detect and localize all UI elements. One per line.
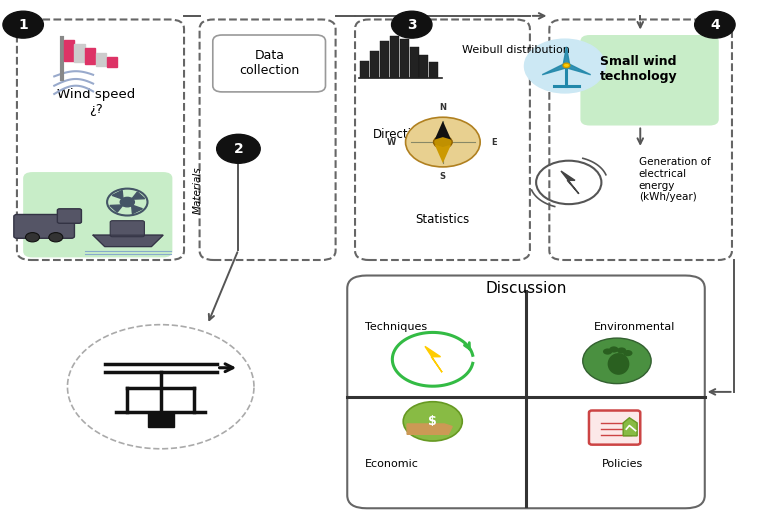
Text: N: N	[439, 103, 446, 112]
Circle shape	[603, 348, 612, 355]
Text: Materials: Materials	[192, 166, 202, 214]
FancyBboxPatch shape	[580, 35, 718, 125]
Circle shape	[392, 11, 432, 38]
Text: S: S	[440, 172, 446, 181]
Text: W: W	[387, 138, 396, 147]
Circle shape	[3, 11, 44, 38]
Polygon shape	[407, 424, 452, 434]
Text: Techniques: Techniques	[365, 322, 427, 332]
FancyBboxPatch shape	[58, 209, 81, 223]
Polygon shape	[561, 171, 579, 194]
Text: 4: 4	[710, 18, 720, 32]
Bar	[107, 57, 117, 67]
Circle shape	[583, 338, 651, 384]
Bar	[360, 61, 370, 78]
Circle shape	[26, 232, 40, 242]
Polygon shape	[563, 47, 569, 66]
Bar	[74, 44, 84, 62]
Text: Policies: Policies	[601, 459, 643, 470]
Polygon shape	[93, 235, 163, 246]
Text: 3: 3	[407, 18, 417, 32]
Bar	[63, 40, 73, 61]
Text: $: $	[428, 415, 437, 428]
Bar	[147, 413, 174, 427]
Text: Generation of
electrical
energy
(kWh/year): Generation of electrical energy (kWh/yea…	[639, 158, 711, 202]
Circle shape	[406, 117, 480, 167]
Bar	[410, 47, 419, 78]
Text: Wind speed
¿?: Wind speed ¿?	[57, 88, 136, 116]
Bar	[85, 48, 95, 64]
Circle shape	[524, 39, 605, 93]
Circle shape	[49, 232, 62, 242]
Bar	[96, 53, 106, 66]
Text: Statistics: Statistics	[416, 213, 470, 226]
Bar	[429, 62, 438, 78]
Circle shape	[623, 350, 633, 356]
Text: Small wind
technology: Small wind technology	[600, 55, 678, 83]
FancyBboxPatch shape	[23, 172, 172, 257]
Bar	[370, 51, 379, 78]
Polygon shape	[112, 190, 123, 199]
FancyBboxPatch shape	[14, 214, 74, 238]
FancyBboxPatch shape	[110, 220, 144, 237]
Circle shape	[609, 346, 619, 353]
Text: Weibull distribution: Weibull distribution	[462, 45, 569, 55]
Circle shape	[617, 347, 626, 354]
Bar	[390, 35, 399, 78]
Text: Economic: Economic	[365, 459, 419, 470]
Text: 1: 1	[18, 18, 28, 32]
Polygon shape	[132, 205, 143, 214]
Ellipse shape	[608, 353, 629, 375]
Polygon shape	[565, 63, 590, 75]
Polygon shape	[132, 192, 145, 199]
Bar	[420, 55, 428, 78]
Circle shape	[120, 198, 134, 207]
Polygon shape	[542, 63, 568, 75]
Bar	[380, 41, 389, 78]
Polygon shape	[434, 121, 451, 139]
Polygon shape	[623, 418, 637, 436]
Bar	[400, 38, 409, 78]
Text: Environmental: Environmental	[594, 322, 675, 332]
FancyBboxPatch shape	[213, 35, 325, 92]
Polygon shape	[425, 346, 442, 372]
Polygon shape	[110, 205, 123, 212]
Circle shape	[434, 136, 452, 148]
Text: Data
collection: Data collection	[239, 49, 300, 77]
Text: Direction: Direction	[373, 128, 427, 141]
Text: Discussion: Discussion	[485, 281, 567, 296]
Text: 2: 2	[233, 142, 243, 156]
FancyBboxPatch shape	[589, 410, 640, 445]
Circle shape	[217, 134, 261, 163]
Circle shape	[403, 402, 463, 441]
Circle shape	[563, 63, 569, 68]
Circle shape	[695, 11, 735, 38]
Polygon shape	[434, 145, 451, 163]
FancyBboxPatch shape	[347, 276, 705, 508]
Text: E: E	[491, 138, 497, 147]
